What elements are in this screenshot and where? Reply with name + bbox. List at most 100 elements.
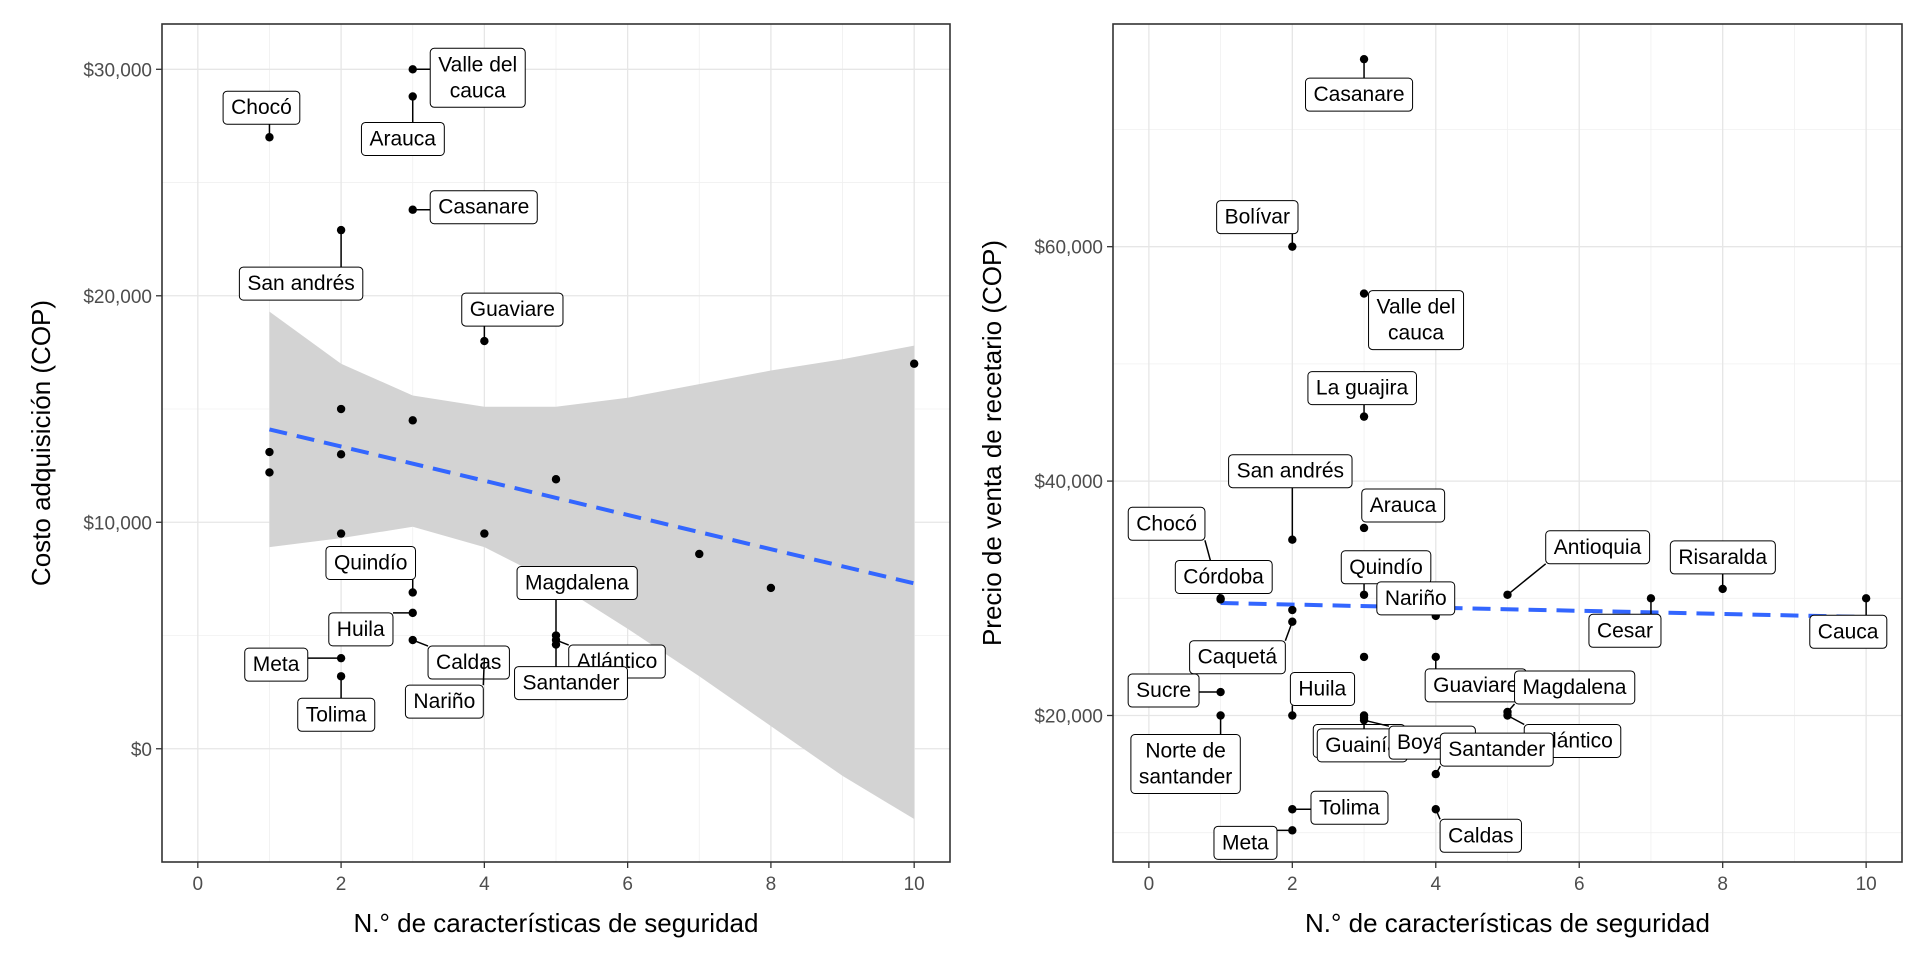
data-point: [408, 65, 417, 74]
point-label-text: Valle del cauca: [1377, 296, 1456, 345]
point-label-text: Tolima: [306, 703, 367, 726]
data-point: [1288, 605, 1297, 615]
point-label-text: San andrés: [1237, 460, 1344, 483]
point-label-box: [1310, 790, 1389, 825]
point-label-box: [404, 684, 484, 719]
point-label-text: La guajira: [1316, 377, 1409, 400]
data-point: [265, 468, 274, 477]
point-label-text: Risaralda: [1678, 546, 1767, 569]
point-label-box: [1174, 559, 1273, 594]
point-label-norte-de-santander: Norte de santander: [1130, 715, 1241, 794]
point-label-text: Caldas: [436, 651, 501, 674]
point-label-sucre: Sucre: [1127, 673, 1221, 708]
point-label-meta: Meta: [1213, 825, 1293, 860]
data-point: [336, 450, 346, 459]
point-label-text: Quindío: [334, 551, 408, 574]
point-label-box: [1809, 614, 1888, 649]
data-point: [551, 475, 561, 484]
x-tick-label: 10: [904, 874, 925, 895]
y-tick-label: $40,000: [1034, 472, 1103, 493]
point-label-box: [1368, 290, 1465, 351]
point-label-text: Arauca: [369, 127, 436, 150]
data-point: [336, 529, 346, 538]
point-label-guainia: Guainía: [1316, 717, 1408, 763]
x-tick-label: 2: [336, 874, 347, 895]
point-label-box: [1376, 581, 1456, 616]
x-tick-label: 0: [193, 874, 204, 895]
data-point: [1288, 826, 1297, 835]
label-leader-line: [1435, 808, 1441, 820]
panel-border: [1112, 23, 1903, 863]
point-label-text: Guaviare: [1433, 674, 1518, 697]
point-label-text: Huila: [1298, 677, 1346, 700]
point-label-arauca: Arauca: [360, 96, 445, 156]
x-tick-label: 2: [1287, 874, 1298, 895]
confidence-band: [269, 311, 915, 819]
label-leader-line: [1507, 714, 1525, 726]
point-label-tolima: Tolima: [1292, 790, 1389, 825]
point-label-guaviare: Guaviare: [1424, 656, 1527, 703]
point-label-text: Meta: [253, 653, 300, 676]
point-label-box: [1588, 613, 1662, 648]
x-axis-title: N.° de características de seguridad: [1305, 908, 1710, 938]
data-point: [695, 549, 704, 559]
label-leader-line: [555, 639, 570, 646]
x-tick-label: 6: [622, 874, 633, 895]
data-point: [1359, 652, 1369, 662]
point-label-text: Meta: [1222, 831, 1269, 854]
point-label-text: Chocó: [231, 96, 292, 119]
data-point: [265, 447, 274, 457]
data-point: [336, 404, 346, 414]
point-label-box: [514, 666, 628, 701]
label-leader-line: [1506, 703, 1516, 713]
point-label-santander: Santander: [514, 644, 628, 701]
point-label-text: Cauca: [1818, 620, 1879, 643]
point-label-box: [516, 566, 638, 601]
y-tick-label: $60,000: [1034, 238, 1103, 259]
x-tick-label: 4: [479, 874, 490, 895]
point-label-text: Bolívar: [1225, 206, 1290, 229]
x-tick-label: 0: [1144, 874, 1155, 895]
point-label-text: Santander: [1448, 738, 1545, 761]
point-label-arauca: Arauca: [1361, 488, 1446, 523]
data-point: [1359, 289, 1369, 298]
point-label-text: Magdalena: [525, 572, 629, 595]
point-label-casanare: Casanare: [412, 190, 538, 225]
point-label-box: [1545, 530, 1651, 565]
point-label-san-andres: San andrés: [238, 230, 364, 301]
x-tick-label: 8: [1717, 874, 1728, 895]
point-label-quindio: Quindío: [1340, 550, 1432, 595]
point-label-box: [297, 697, 376, 732]
point-label-cordoba: Córdoba: [1174, 559, 1273, 594]
point-label-box: [1216, 200, 1299, 235]
y-tick-label: $30,000: [83, 60, 152, 81]
data-point: [766, 583, 776, 593]
x-axis-title: N.° de características de seguridad: [354, 908, 759, 938]
point-label-text: Guainía: [1325, 734, 1399, 757]
point-label-text: Chocó: [1136, 512, 1197, 535]
point-label-text: Nariño: [413, 690, 475, 713]
point-label-casanare: Casanare: [1305, 59, 1414, 112]
data-point: [408, 635, 417, 645]
point-label-box: [1130, 733, 1241, 794]
point-label-huila: Huila: [1289, 671, 1356, 716]
point-label-box: [1228, 454, 1353, 489]
point-label-box: [325, 545, 417, 580]
point-label-choco: Chocó: [222, 90, 301, 138]
label-leader-line: [1363, 719, 1390, 727]
point-label-text: Arauca: [1370, 494, 1437, 517]
point-label-text: Norte de santander: [1139, 739, 1232, 788]
point-label-antioquia: Antioquia: [1507, 530, 1651, 596]
point-label-box: [222, 90, 301, 125]
point-label-text: Caquetá: [1198, 646, 1278, 669]
x-tick-label: 8: [766, 874, 777, 895]
point-label-bolivar: Bolívar: [1216, 200, 1299, 247]
point-label-box: [1189, 640, 1286, 675]
left-panel: Chocó Valle del cauca Arauca Casanare San and…: [26, 23, 951, 938]
point-label-box: [461, 292, 564, 327]
point-label-box: [244, 647, 309, 682]
data-point: [480, 529, 489, 538]
point-label-box: [1439, 732, 1554, 767]
label-leader-line: [1435, 765, 1441, 775]
